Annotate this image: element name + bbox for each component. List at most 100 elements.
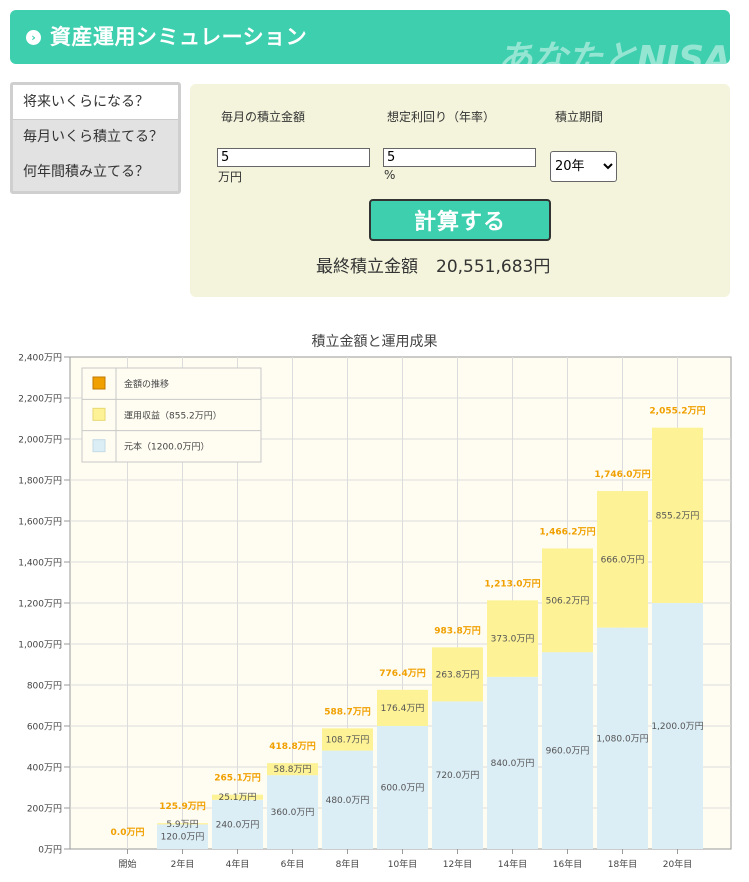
y-tick-label: 1,600万円: [18, 517, 62, 528]
monthly-amount-input[interactable]: [217, 148, 370, 167]
x-tick-label: 8年目: [336, 858, 360, 870]
tab-years[interactable]: 何年間積み立てる？: [23, 164, 149, 180]
result-label: 最終積立金額: [316, 257, 418, 277]
legend-label: 運用収益（855.2万円）: [124, 409, 222, 421]
gain-value-label: 108.7万円: [326, 734, 370, 745]
y-tick-label: 1,200万円: [18, 599, 62, 610]
legend-swatch: [92, 439, 106, 453]
principal-value-label: 840.0万円: [491, 758, 535, 769]
rate-unit: %: [384, 168, 396, 182]
gain-value-label: 58.8万円: [273, 764, 311, 775]
legend-swatch: [92, 376, 106, 390]
chart-legend: [81, 367, 262, 463]
gain-value-label: 506.2万円: [546, 595, 590, 606]
legend-label: 金額の推移: [124, 378, 169, 390]
x-tick-label: 開始: [118, 858, 136, 870]
tab-monthly-amount[interactable]: 毎月いくら積立てる？: [23, 129, 163, 145]
total-value-label: 776.4万円: [379, 668, 425, 679]
bar-gain: [597, 491, 648, 628]
page-header: › 資産運用シミュレーション あなたとNISA: [10, 10, 730, 64]
x-tick-label: 10年目: [388, 858, 417, 870]
principal-value-label: 480.0万円: [326, 795, 370, 806]
x-tick-label: 6年目: [281, 858, 305, 870]
legend-label: 元本（1200.0万円）: [124, 441, 210, 453]
y-tick-label: 0万円: [38, 845, 62, 856]
y-tick-label: 2,000万円: [18, 435, 62, 446]
principal-value-label: 960.0万円: [546, 746, 590, 757]
principal-value-label: 240.0万円: [216, 819, 260, 830]
bar-gain: [212, 794, 263, 800]
mode-tabs: 将来いくらになる？ 毎月いくら積立てる？ 何年間積み立てる？: [10, 82, 181, 194]
bar-principal: [377, 726, 428, 849]
monthly-amount-unit: 万円: [218, 170, 243, 184]
y-tick-label: 1,000万円: [18, 640, 62, 651]
principal-value-label: 1,200.0万円: [651, 721, 703, 732]
brand-logo: あなたとNISA: [496, 39, 730, 64]
calculate-button[interactable]: 計算する: [369, 199, 551, 241]
bar-principal: [652, 603, 703, 849]
legend-swatch: [92, 407, 106, 421]
bar-gain: [652, 427, 703, 603]
y-tick-label: 600万円: [27, 722, 62, 733]
tab-future-amount[interactable]: 将来いくらになる？: [13, 85, 178, 120]
total-value-label: 588.7万円: [324, 706, 370, 717]
simulation-form: 毎月の積立金額 想定利回り（年率） 積立期間 万円 % 20年 計算する 最終積…: [190, 84, 730, 297]
principal-value-label: 1,080.0万円: [596, 733, 648, 744]
x-tick-label: 14年目: [498, 858, 527, 870]
bar-gain: [267, 763, 318, 776]
total-value-label: 983.8万円: [434, 625, 480, 636]
result-value: 20,551,683円: [436, 257, 551, 277]
principal-value-label: 600.0万円: [381, 783, 425, 794]
gain-value-label: 373.0万円: [491, 634, 535, 645]
y-tick-label: 2,400万円: [18, 353, 62, 364]
rate-label: 想定利回り（年率）: [387, 110, 496, 124]
total-value-label: 1,213.0万円: [484, 578, 540, 589]
rate-input[interactable]: [383, 148, 536, 167]
x-tick-label: 2年目: [171, 858, 195, 870]
total-value-label: 125.9万円: [159, 801, 205, 812]
bar-principal: [267, 775, 318, 849]
y-tick-label: 1,800万円: [18, 476, 62, 487]
total-value-label: 418.8万円: [269, 741, 315, 752]
bar-principal: [597, 627, 648, 849]
total-value-label: 1,466.2万円: [539, 526, 595, 537]
principal-value-label: 720.0万円: [436, 770, 480, 781]
period-select[interactable]: 20年: [550, 151, 617, 182]
gain-value-label: 263.8万円: [436, 669, 480, 680]
gain-value-label: 25.1万円: [218, 792, 256, 803]
chevron-right-icon: ›: [26, 30, 41, 45]
x-tick-label: 16年目: [553, 858, 582, 870]
period-label: 積立期間: [555, 110, 604, 124]
bar-principal: [432, 701, 483, 849]
principal-value-label: 360.0万円: [271, 807, 315, 818]
y-tick-label: 1,400万円: [18, 558, 62, 569]
total-value-label: 265.1万円: [214, 773, 260, 784]
bar-gain: [377, 689, 428, 726]
page-title: 資産運用シミュレーション: [50, 25, 308, 49]
gain-value-label: 855.2万円: [656, 510, 700, 521]
chart-title: 積立金額と運用成果: [311, 334, 438, 350]
y-tick-label: 400万円: [27, 763, 62, 774]
bar-principal: [212, 799, 263, 849]
asset-growth-chart: 0万円 200万円 400万円 600万円 800万円 1,000万円 1,200万円 1,4…: [18, 353, 732, 870]
total-value-label: 1,746.0万円: [594, 469, 650, 480]
x-tick-label: 18年目: [608, 858, 637, 870]
y-tick-label: 2,200万円: [18, 394, 62, 405]
bar-principal: [542, 652, 593, 849]
x-tick-label: 4年目: [226, 858, 250, 870]
y-tick-label: 200万円: [27, 804, 62, 815]
monthly-amount-label: 毎月の積立金額: [221, 110, 306, 124]
gain-value-label: 666.0万円: [601, 554, 645, 565]
gain-value-label: 5.9万円: [166, 819, 198, 830]
bar-gain: [542, 548, 593, 653]
bar-principal: [157, 824, 208, 849]
bar-gain: [157, 823, 208, 825]
principal-value-label: 120.0万円: [161, 832, 205, 843]
gain-value-label: 176.4万円: [381, 703, 425, 714]
x-tick-label: 20年目: [663, 858, 692, 870]
x-tick-label: 12年目: [443, 858, 472, 870]
bar-principal: [322, 750, 373, 849]
bar-gain: [487, 600, 538, 677]
bar-gain: [322, 728, 373, 751]
total-value-label: 0.0万円: [111, 827, 145, 838]
